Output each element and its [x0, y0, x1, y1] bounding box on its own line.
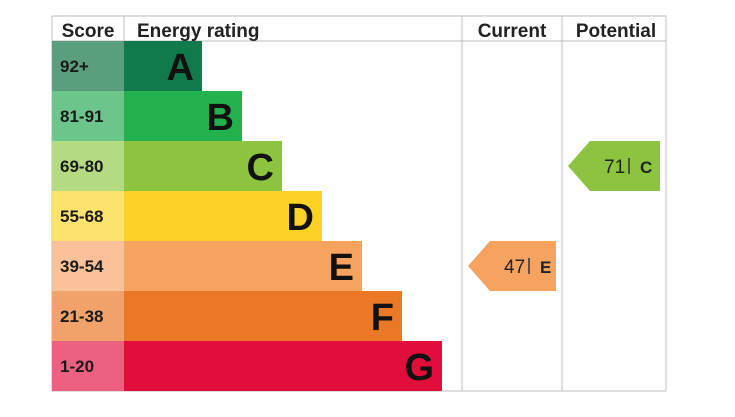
potential-rating-arrow: 71 C — [568, 141, 660, 191]
rating-bar-g — [124, 341, 442, 391]
score-cell-f — [52, 291, 124, 341]
rating-bar-e — [124, 241, 362, 291]
potential-rating-arrow-shape — [568, 141, 660, 191]
band-b: 81-91 B — [52, 91, 242, 141]
rating-letter-e: E — [329, 247, 354, 289]
potential-header: Potential — [576, 21, 656, 42]
rating-letter-a: A — [167, 47, 194, 89]
rating-letter-c: C — [247, 147, 274, 189]
current-rating-arrow-letter: E — [540, 258, 551, 277]
rating-letter-g: G — [404, 347, 434, 389]
score-label-d: 55-68 — [60, 207, 103, 226]
potential-rating-arrow-value: 71 — [604, 157, 625, 178]
rating-letter-d: D — [287, 197, 314, 239]
potential-rating-arrow-letter: C — [640, 158, 652, 177]
score-label-e: 39-54 — [60, 257, 104, 276]
score-label-a: 92+ — [60, 57, 89, 76]
rating-letter-b: B — [207, 97, 234, 139]
current-rating-arrow: 47 E — [468, 241, 556, 291]
rating-bar-d — [124, 191, 322, 241]
rating-bar-c — [124, 141, 282, 191]
current-rating-arrow-value: 47 — [504, 257, 525, 278]
score-cell-e — [52, 241, 124, 291]
band-f: 21-38 F — [52, 291, 402, 341]
current-rating-arrow-shape — [468, 241, 556, 291]
score-label-g: 1-20 — [60, 357, 94, 376]
band-c: 69-80 C — [52, 141, 282, 191]
rating-bar-f — [124, 291, 402, 341]
energy-rating-header: Energy rating — [137, 21, 259, 42]
score-cell-g — [52, 341, 124, 391]
score-cell-a — [52, 41, 124, 91]
score-header: Score — [62, 21, 115, 42]
rating-bar-b — [124, 91, 242, 141]
rating-bar-a — [124, 41, 202, 91]
score-label-c: 69-80 — [60, 157, 103, 176]
band-g: 1-20 G — [52, 341, 442, 391]
rating-letter-f: F — [371, 297, 394, 339]
current-header: Current — [478, 21, 547, 42]
rating-arrows: 47 E 71 C — [468, 141, 660, 291]
rating-bands: 92+ A 81-91 B 69-80 C 55-68 D 39-54 E 21-38 F 1-20 G — [52, 41, 442, 391]
chart-headers: Score Energy rating Current Potential — [62, 21, 657, 42]
score-label-b: 81-91 — [60, 107, 103, 126]
score-label-f: 21-38 — [60, 307, 103, 326]
band-a: 92+ A — [52, 41, 202, 91]
score-cell-b — [52, 91, 124, 141]
band-e: 39-54 E — [52, 241, 362, 291]
score-cell-d — [52, 191, 124, 241]
band-d: 55-68 D — [52, 191, 322, 241]
score-cell-c — [52, 141, 124, 191]
